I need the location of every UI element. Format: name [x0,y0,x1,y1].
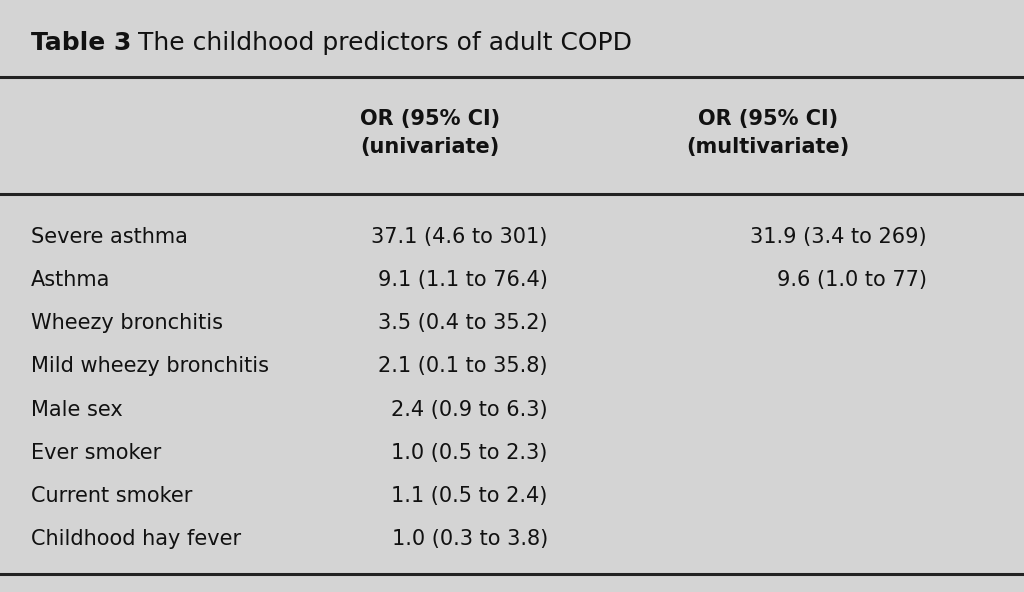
Text: Table 3: Table 3 [31,31,131,54]
Text: Childhood hay fever: Childhood hay fever [31,529,241,549]
Text: Severe asthma: Severe asthma [31,227,187,247]
Text: 9.1 (1.1 to 76.4): 9.1 (1.1 to 76.4) [378,270,548,290]
Text: Ever smoker: Ever smoker [31,443,161,463]
Text: 1.0 (0.3 to 3.8): 1.0 (0.3 to 3.8) [391,529,548,549]
Text: The childhood predictors of adult COPD: The childhood predictors of adult COPD [138,31,632,54]
Text: OR (95% CI)
(multivariate): OR (95% CI) (multivariate) [686,109,850,157]
Text: 1.1 (0.5 to 2.4): 1.1 (0.5 to 2.4) [391,486,548,506]
Text: 3.5 (0.4 to 35.2): 3.5 (0.4 to 35.2) [378,313,548,333]
Text: 1.0 (0.5 to 2.3): 1.0 (0.5 to 2.3) [391,443,548,463]
Text: 37.1 (4.6 to 301): 37.1 (4.6 to 301) [372,227,548,247]
Text: OR (95% CI)
(univariate): OR (95% CI) (univariate) [360,109,500,157]
Text: 2.4 (0.9 to 6.3): 2.4 (0.9 to 6.3) [391,400,548,420]
Text: Male sex: Male sex [31,400,123,420]
Text: 9.6 (1.0 to 77): 9.6 (1.0 to 77) [777,270,927,290]
Text: Wheezy bronchitis: Wheezy bronchitis [31,313,223,333]
Text: 2.1 (0.1 to 35.8): 2.1 (0.1 to 35.8) [378,356,548,377]
Text: Asthma: Asthma [31,270,111,290]
Text: Mild wheezy bronchitis: Mild wheezy bronchitis [31,356,268,377]
Text: 31.9 (3.4 to 269): 31.9 (3.4 to 269) [751,227,927,247]
Text: Current smoker: Current smoker [31,486,193,506]
